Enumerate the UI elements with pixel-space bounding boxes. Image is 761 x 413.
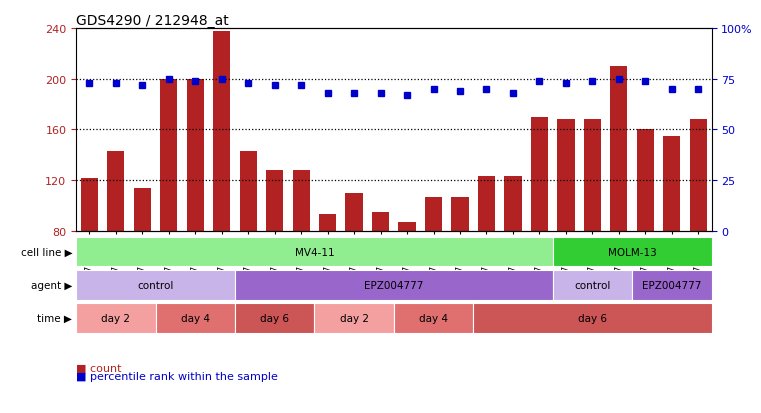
Bar (552, 270, 632, 300)
Text: control: control (137, 280, 174, 290)
Bar (160, 79, 177, 231)
Text: day 6: day 6 (578, 313, 607, 323)
Bar (81, 178, 98, 231)
Bar (584, 120, 601, 231)
Bar (610, 67, 628, 231)
Bar (155, 303, 235, 333)
Bar (425, 197, 442, 231)
Bar (345, 193, 363, 231)
Text: agent ▶: agent ▶ (31, 280, 72, 290)
Text: day 6: day 6 (260, 313, 289, 323)
Text: ■ count: ■ count (76, 363, 122, 373)
Text: day 2: day 2 (101, 313, 130, 323)
Bar (240, 152, 256, 231)
Bar (473, 303, 712, 333)
Bar (134, 188, 151, 231)
Bar (76, 237, 552, 267)
Bar (664, 136, 680, 231)
Text: day 4: day 4 (419, 313, 448, 323)
Text: EPZ004777: EPZ004777 (364, 280, 424, 290)
Bar (235, 303, 314, 333)
Bar (557, 120, 575, 231)
Bar (531, 117, 548, 231)
Bar (451, 197, 469, 231)
Text: day 4: day 4 (181, 313, 210, 323)
Bar (552, 237, 712, 267)
Bar (399, 223, 416, 231)
Bar (186, 79, 204, 231)
Text: cell line ▶: cell line ▶ (21, 247, 72, 257)
Text: ■ percentile rank within the sample: ■ percentile rank within the sample (76, 371, 278, 381)
Text: MOLM-13: MOLM-13 (608, 247, 657, 257)
Bar (394, 303, 473, 333)
Bar (76, 303, 155, 333)
Text: time ▶: time ▶ (37, 313, 72, 323)
Bar (107, 152, 124, 231)
Text: day 2: day 2 (339, 313, 368, 323)
Bar (319, 215, 336, 231)
Bar (213, 31, 231, 231)
Bar (76, 270, 235, 300)
Text: MV4-11: MV4-11 (295, 247, 334, 257)
Text: GDS4290 / 212948_at: GDS4290 / 212948_at (76, 14, 229, 28)
Bar (637, 130, 654, 231)
Bar (292, 171, 310, 231)
Bar (314, 303, 394, 333)
Bar (478, 177, 495, 231)
Bar (235, 270, 552, 300)
Bar (372, 212, 389, 231)
Text: control: control (575, 280, 610, 290)
Bar (505, 177, 521, 231)
Bar (689, 120, 707, 231)
Bar (266, 171, 283, 231)
Bar (632, 270, 712, 300)
Text: EPZ004777: EPZ004777 (642, 280, 702, 290)
